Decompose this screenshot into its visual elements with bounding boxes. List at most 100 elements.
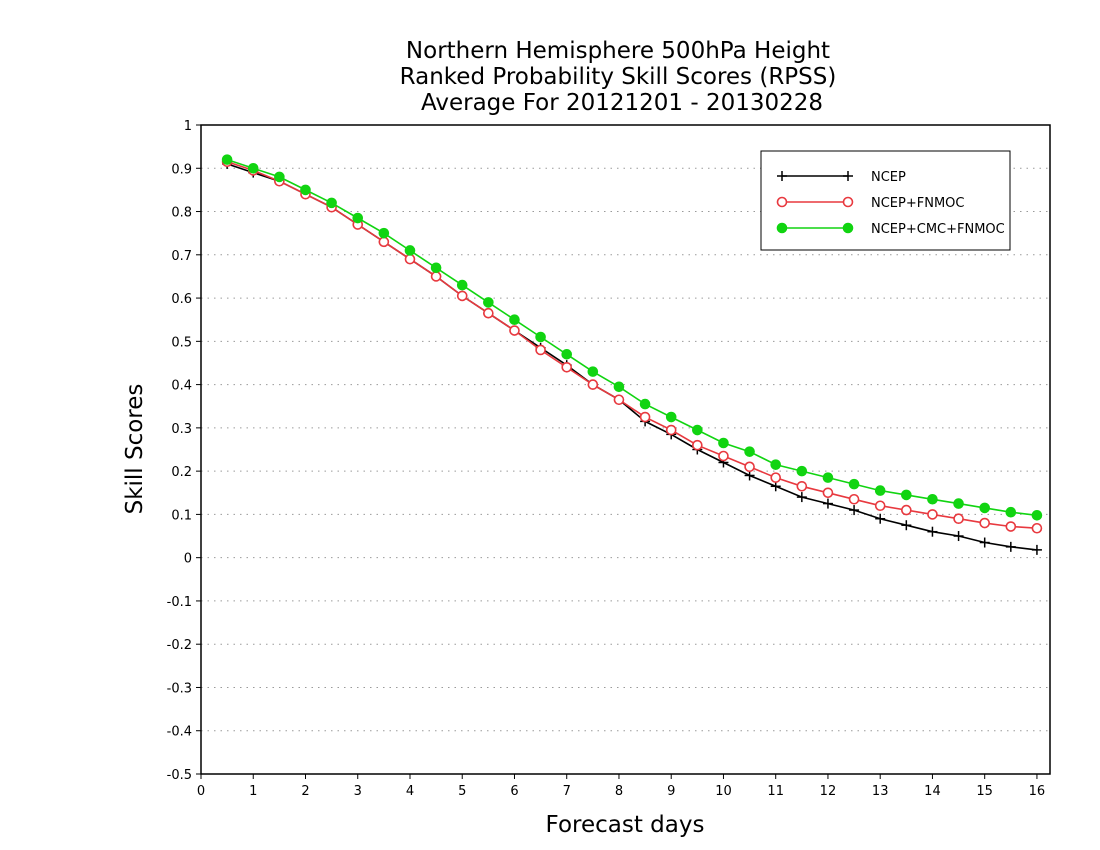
data-point-ncep xyxy=(744,470,755,481)
data-point-ncep-fnmoc xyxy=(456,290,468,302)
x-axis-ticks: 0 1 2 3 4 5 6 7 8 9 10 11 12 13 14 15 16 xyxy=(197,774,1045,799)
legend-item-ncep-cmc-fnmoc: NCEP+CMC+FNMOC xyxy=(776,222,1005,237)
x-tick-label: 0 xyxy=(197,784,205,799)
data-point-ncep xyxy=(953,531,964,542)
data-point-ncep-fnmoc xyxy=(770,472,782,483)
legend-marker xyxy=(777,171,787,181)
x-tick-label: 12 xyxy=(820,784,837,799)
x-tick-label: 16 xyxy=(1029,784,1046,799)
data-point-ncep xyxy=(796,492,807,503)
data-point-ncep-fnmoc xyxy=(901,504,912,516)
data-point-ncep-cmc-fnmoc xyxy=(378,227,390,239)
legend-item-ncep: NCEP xyxy=(777,170,906,185)
data-point-ncep-cmc-fnmoc xyxy=(639,398,651,410)
chart-title: Northern Hemisphere 500hPa Height Ranked… xyxy=(400,38,837,116)
x-tick-label: 10 xyxy=(715,784,732,799)
data-point-ncep xyxy=(849,505,860,516)
data-point-ncep xyxy=(875,513,886,524)
data-point-ncep-cmc-fnmoc xyxy=(718,437,729,449)
legend: NCEP NCEP+FNMOC NCEP+CMC+FNMOC xyxy=(760,150,1011,251)
y-tick-label: -0.1 xyxy=(167,595,192,610)
y-tick-label: 0.4 xyxy=(171,379,192,394)
y-tick-label: 0.8 xyxy=(171,206,192,221)
data-point-ncep-cmc-fnmoc xyxy=(665,411,677,423)
data-point-ncep-cmc-fnmoc xyxy=(927,493,938,505)
x-axis-title: Forecast days xyxy=(546,812,705,838)
x-tick-label: 4 xyxy=(406,784,414,799)
y-tick-label: -0.5 xyxy=(167,768,192,783)
legend-box xyxy=(760,150,1011,251)
data-point-ncep-fnmoc xyxy=(613,394,625,406)
y-axis-title: Skill Scores xyxy=(122,384,148,515)
legend-label: NCEP+CMC+FNMOC xyxy=(871,222,1005,237)
x-tick-label: 3 xyxy=(354,784,362,799)
y-tick-label: 0.7 xyxy=(171,249,192,264)
data-point-ncep-cmc-fnmoc xyxy=(221,154,233,165)
data-point-ncep-cmc-fnmoc xyxy=(247,162,259,174)
data-point-ncep-cmc-fnmoc xyxy=(848,478,860,490)
data-point-ncep-cmc-fnmoc xyxy=(1031,509,1043,521)
legend-marker xyxy=(842,196,854,208)
data-point-ncep-cmc-fnmoc xyxy=(300,184,311,196)
x-tick-label: 9 xyxy=(667,784,675,799)
series-ncep-cmc-fnmoc xyxy=(221,154,1043,521)
data-point-ncep-fnmoc xyxy=(1031,522,1043,534)
data-point-ncep-cmc-fnmoc xyxy=(770,459,782,470)
data-point-ncep xyxy=(770,481,781,492)
data-point-ncep-fnmoc xyxy=(404,253,416,265)
data-point-ncep-cmc-fnmoc xyxy=(692,424,703,436)
data-point-ncep-fnmoc xyxy=(874,500,886,512)
y-tick-label: 0.6 xyxy=(171,292,192,307)
data-point-ncep xyxy=(1005,541,1016,552)
data-point-ncep xyxy=(1031,544,1042,555)
data-point-ncep-fnmoc xyxy=(718,450,729,462)
x-tick-label: 13 xyxy=(872,784,889,799)
data-point-ncep xyxy=(901,520,912,531)
y-tick-label: 1 xyxy=(184,119,192,134)
y-tick-label: -0.2 xyxy=(167,638,192,653)
data-point-ncep-fnmoc xyxy=(639,411,651,423)
data-point-ncep-fnmoc xyxy=(796,480,808,492)
y-tick-label: -0.3 xyxy=(167,681,192,696)
data-point-ncep-cmc-fnmoc xyxy=(483,297,494,308)
y-tick-label: 0.9 xyxy=(171,162,192,177)
x-tick-label: 1 xyxy=(249,784,257,799)
title-line-3: Average For 20121201 - 20130228 xyxy=(421,90,823,116)
y-tick-label: 0.5 xyxy=(171,335,192,350)
y-tick-label: 0.2 xyxy=(171,465,192,480)
x-tick-label: 14 xyxy=(924,784,941,799)
data-point-ncep-cmc-fnmoc xyxy=(509,314,520,326)
y-axis-ticks: 1 0.9 0.8 0.7 0.6 0.5 0.4 0.3 0.2 0.1 0 -0.1 -0.2 -0.… xyxy=(167,119,201,783)
data-point-ncep xyxy=(822,498,833,509)
data-point-ncep-cmc-fnmoc xyxy=(744,446,755,457)
data-point-ncep-fnmoc xyxy=(979,517,990,529)
title-line-1: Northern Hemisphere 500hPa Height xyxy=(406,38,830,64)
legend-label: NCEP xyxy=(871,170,906,185)
data-point-ncep xyxy=(979,537,990,548)
legend-item-ncep-fnmoc: NCEP+FNMOC xyxy=(776,196,964,211)
data-point-ncep-fnmoc xyxy=(561,361,573,373)
x-tick-label: 11 xyxy=(767,784,784,799)
y-tick-label: 0.3 xyxy=(171,422,192,437)
data-point-ncep-fnmoc xyxy=(509,325,520,336)
data-point-ncep-cmc-fnmoc xyxy=(1005,506,1017,518)
y-tick-label: 0.1 xyxy=(171,508,192,523)
y-tick-label: 0 xyxy=(184,552,192,567)
data-point-ncep-cmc-fnmoc xyxy=(326,197,337,209)
data-point-ncep xyxy=(927,526,938,537)
data-point-ncep-fnmoc xyxy=(953,513,964,525)
x-tick-label: 5 xyxy=(458,784,466,799)
data-point-ncep-cmc-fnmoc xyxy=(430,262,442,274)
data-point-ncep-cmc-fnmoc xyxy=(822,472,834,483)
data-point-ncep-cmc-fnmoc xyxy=(404,245,416,256)
title-line-2: Ranked Probability Skill Scores (RPSS) xyxy=(400,64,837,90)
data-point-ncep-cmc-fnmoc xyxy=(979,502,990,514)
data-point-ncep-cmc-fnmoc xyxy=(587,366,599,377)
data-point-ncep-fnmoc xyxy=(927,509,938,520)
data-point-ncep-fnmoc xyxy=(1005,521,1017,532)
data-point-ncep-fnmoc xyxy=(535,344,546,356)
legend-marker xyxy=(776,196,788,208)
data-point-ncep-fnmoc xyxy=(587,379,599,390)
data-point-ncep-cmc-fnmoc xyxy=(901,489,912,501)
